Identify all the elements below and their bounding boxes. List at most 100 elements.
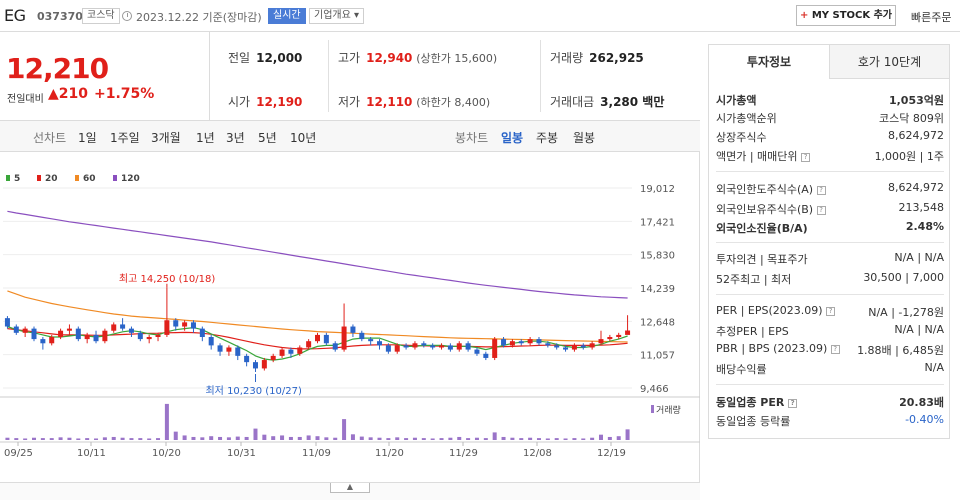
volume-bar (350, 434, 355, 440)
candle-body (226, 347, 232, 352)
realtime-button[interactable]: 실시간 (268, 8, 306, 24)
quick-order-link[interactable]: 빠른주문 (911, 11, 952, 24)
invest-row-value: N/A (924, 361, 944, 374)
volume-bar (333, 437, 338, 440)
invest-row-value: 1,000원 | 1주 (874, 150, 944, 163)
x-tick-label: 11/20 (375, 448, 404, 459)
volume-bar (235, 436, 240, 440)
invest-row-label: 52주최고 | 최저 (716, 273, 792, 286)
help-icon[interactable]: ? (830, 344, 840, 354)
invest-row: 액면가 | 매매단위 ? 1,000원 | 1주 (716, 148, 944, 166)
period-5y[interactable]: 5년 (258, 131, 277, 145)
candle-body (474, 349, 480, 354)
candle-body (128, 328, 134, 333)
invest-row-value: N/A | N/A (894, 251, 944, 264)
candle-body (199, 328, 205, 338)
volume-bar (156, 438, 161, 440)
volume-bar (598, 434, 603, 440)
chart-svg[interactable]: 19,012 17,421 15,830 14,239 12,648 11,057 9,46… (0, 152, 700, 482)
help-icon[interactable]: ? (816, 205, 826, 215)
invest-row-label: 외국인보유주식수(B) ? (716, 201, 826, 217)
invest-row-value: -0.40% (905, 413, 944, 426)
invest-row: 시가총액 1,053억원 (716, 92, 944, 110)
candle-body (377, 341, 383, 346)
volume-bar (439, 438, 444, 440)
volume-bar (49, 438, 54, 440)
add-mystock-button[interactable]: + MY STOCK 추가 (796, 5, 896, 26)
invest-row-value: 1,053억원 (888, 94, 944, 107)
period-bar: 선차트 1일 1주일 3개월 1년 3년 5년 10년 봉차트 일봉 주봉 월봉 (0, 120, 700, 152)
candle-body (554, 345, 560, 348)
invest-row-label: PER | EPS(2023.09) ? (716, 304, 836, 317)
period-3m[interactable]: 3개월 (151, 131, 181, 145)
volume-bar (572, 438, 577, 440)
invest-row-label: 상장주식수 (716, 131, 767, 144)
period-1y[interactable]: 1년 (196, 131, 215, 145)
period-3y[interactable]: 3년 (226, 131, 245, 145)
stock-code: 037370 (37, 10, 83, 23)
candle-body (536, 339, 542, 344)
candle-weekly[interactable]: 주봉 (536, 131, 559, 145)
period-10y[interactable]: 10년 (290, 131, 317, 145)
tab-invest-info[interactable]: 투자정보 (709, 45, 829, 79)
plus-icon: + (799, 10, 809, 21)
volume-bar (191, 436, 196, 440)
tab-orderbook[interactable]: 호가 10단계 (829, 45, 949, 79)
candle-body (447, 345, 453, 350)
volume-bar (164, 403, 169, 440)
invest-row-value: 1.88배 | 6,485원 (857, 344, 944, 357)
volume-bar (554, 438, 559, 440)
period-1w[interactable]: 1주일 (110, 131, 140, 145)
volume-bar (147, 438, 152, 440)
help-icon[interactable]: ? (816, 185, 826, 195)
ma-line-5 (7, 325, 628, 361)
volume-bar (40, 438, 45, 440)
collapse-chart-button[interactable]: ▲ (330, 483, 370, 493)
invest-row-label: 외국인소진율(B/A) (716, 222, 808, 235)
invest-row: 배당수익률 N/A (716, 361, 944, 379)
current-price: 12,210 (6, 52, 109, 85)
candle-body (518, 341, 524, 344)
help-icon[interactable]: ? (801, 152, 811, 162)
candle-body (49, 337, 55, 344)
volume-bar (23, 438, 28, 440)
candle-body (120, 324, 126, 329)
period-1d[interactable]: 1일 (78, 131, 97, 145)
invest-row: 52주최고 | 최저 30,500 | 7,000 (716, 271, 944, 289)
help-icon[interactable]: ? (826, 306, 836, 316)
candle-monthly[interactable]: 월봉 (573, 131, 596, 145)
help-icon[interactable]: ? (788, 398, 798, 408)
invest-row-label: 액면가 | 매매단위 ? (716, 148, 811, 164)
candle-body (102, 330, 108, 342)
volume-bar (501, 436, 506, 440)
candle-body (288, 349, 294, 354)
volume-bar (590, 437, 595, 440)
candle-body (430, 345, 436, 348)
x-tick-label: 10/31 (227, 448, 256, 459)
volume-bar (536, 438, 541, 440)
stock-chart[interactable]: 19,012 17,421 15,830 14,239 12,648 11,057 9,46… (0, 152, 700, 482)
volume-bar (404, 438, 409, 440)
candle-daily[interactable]: 일봉 (501, 131, 524, 145)
volume-bar (474, 437, 479, 440)
volume-bar (519, 438, 524, 440)
volume-bar (395, 437, 400, 440)
candle-body (412, 343, 418, 348)
candle-chart-label[interactable]: 봉차트 (455, 131, 489, 145)
candle-body (75, 328, 81, 340)
divider (328, 40, 329, 112)
divider (716, 294, 944, 295)
candle-body (492, 339, 498, 358)
candle-body (306, 341, 312, 348)
volume-bar (120, 437, 125, 440)
y-tick-label: 15,830 (640, 251, 675, 262)
volume-bar (5, 437, 10, 440)
volume-bar (253, 428, 258, 440)
divider (716, 384, 944, 385)
volume-bar (412, 437, 417, 440)
x-tick-label: 12/08 (523, 448, 552, 459)
legend-label: 120 (121, 174, 140, 184)
company-info-dropdown[interactable]: 기업개요 ▾ (309, 8, 365, 24)
line-chart-label[interactable]: 선차트 (33, 131, 67, 145)
candle-body (66, 328, 72, 331)
